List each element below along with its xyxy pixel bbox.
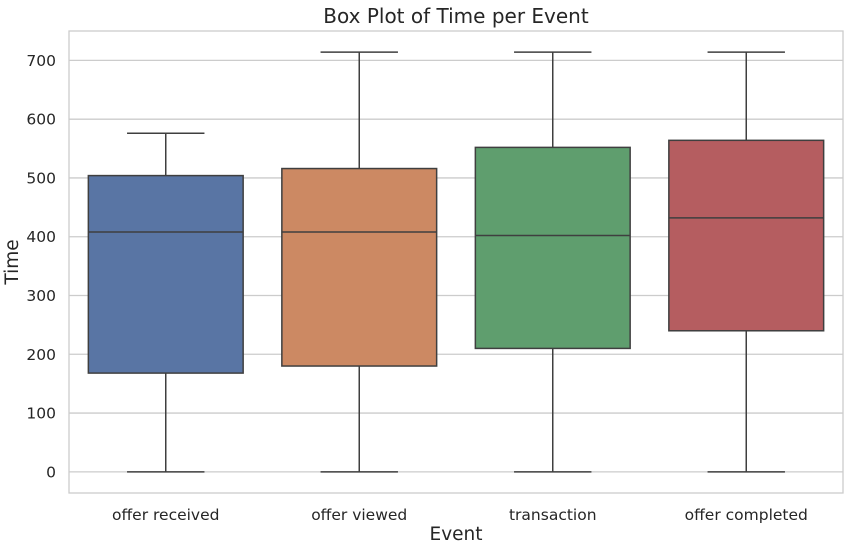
x-tick-label: offer received [112,506,219,524]
y-tick-labels: 0 100 200 300 400 500 600 700 [26,52,56,481]
box-iqr [474,146,631,350]
y-tick-label: 400 [26,228,56,246]
plot-frame [68,30,844,494]
y-tick-label: 300 [26,287,56,305]
x-tick-label: transaction [509,506,597,524]
box-iqr [87,174,244,374]
x-tick-label: offer viewed [311,506,407,524]
y-tick-label: 200 [26,346,56,364]
y-tick-label: 0 [46,463,56,481]
x-tick-labels: offer received offer viewed transaction off… [112,506,808,524]
x-axis-label: Event [430,524,483,545]
box-group [474,51,631,473]
boxes-layer [87,51,825,473]
box-group [281,51,438,473]
box-group [87,132,244,473]
box-group [668,51,825,473]
x-tick-label: offer completed [685,506,808,524]
box-iqr [281,167,438,367]
y-tick-label: 600 [26,111,56,129]
box-iqr [668,139,825,332]
y-tick-label: 100 [26,405,56,423]
chart-title: Box Plot of Time per Event [323,4,589,28]
y-tick-label: 500 [26,169,56,187]
y-tick-label: 700 [26,52,56,70]
y-axis-label: Time [2,239,23,285]
